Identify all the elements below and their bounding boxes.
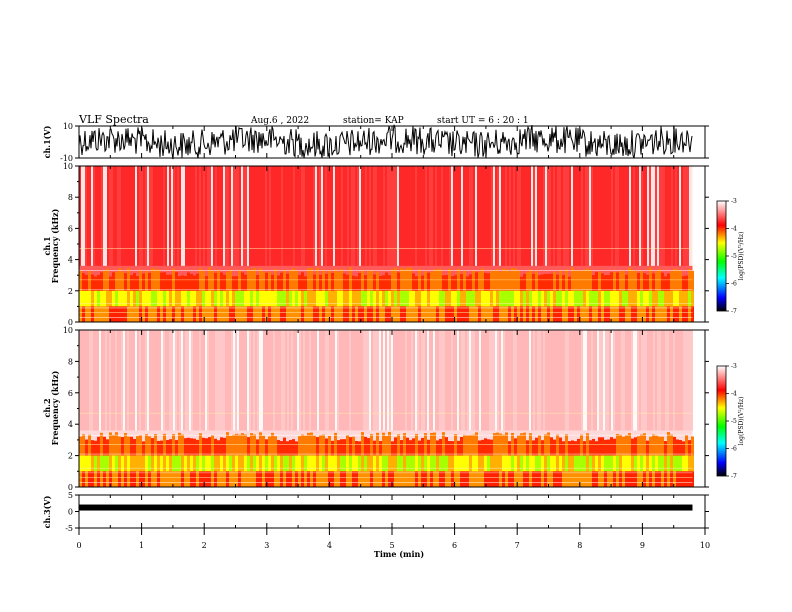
y-tick-label: 0 [68, 483, 73, 492]
colorbar-tick-label: -6 [731, 446, 737, 453]
y-tick-label: -5 [65, 524, 73, 533]
x-tick-label: 9 [640, 541, 645, 550]
ch2-colorbar: -3 -4 -5 -6 -7 log(PSD)(V²/Hz) [716, 363, 745, 480]
x-tick-label: 8 [577, 541, 582, 550]
x-tick-label: 5 [389, 541, 394, 550]
ch1-spectrogram-ylabel-channel: ch.1 [42, 236, 52, 255]
y-tick-label: 10 [63, 326, 73, 335]
ch1-colorbar: -3 -4 -5 -6 -7 log(PSD)(V²/Hz) [716, 198, 745, 315]
y-tick-label: 2 [68, 452, 73, 461]
y-tick-label: 8 [68, 193, 73, 202]
ch1-waveform-ylabel: ch.1(V) [42, 125, 52, 158]
x-tick-label: 1 [139, 541, 144, 550]
ch1-waveform-trace [78, 124, 693, 160]
colorbar-tick-label: -4 [731, 391, 737, 398]
ch2-spectrogram-ylabel-frequency: Frequency (kHz) [50, 370, 60, 445]
ch3-waveform-panel: 5 0 -5 [65, 491, 709, 533]
ch1-spectrogram-panel: 0 2 4 6 8 10 [63, 162, 709, 327]
colorbar-tick-label: -4 [731, 226, 737, 233]
date-label: Aug.6 , 2022 [250, 116, 309, 126]
colorbar-tick-label: -3 [731, 198, 737, 205]
colorbar-tick-label: -3 [731, 363, 737, 370]
colorbar-label: log(PSD)(V²/Hz) [738, 232, 745, 281]
time-axis-label: Time (min) [374, 549, 424, 559]
y-tick-label: 4 [68, 420, 73, 429]
ch3-waveform-trace [79, 504, 693, 511]
colorbar-tick-label: -7 [731, 308, 737, 315]
colorbar-scale [716, 200, 727, 312]
spectrogram-ch1 [79, 166, 694, 322]
x-tick-label: 4 [327, 541, 332, 550]
ch3-waveform-ylabel: ch.3(V) [42, 495, 52, 528]
y-tick-label: 10 [63, 122, 73, 131]
y-tick-label: 0 [68, 318, 73, 327]
colorbar-scale [716, 365, 727, 477]
y-tick-label: -10 [60, 154, 73, 163]
x-tick-label: 0 [76, 541, 81, 550]
colorbar-label: log(PSD)(V²/Hz) [738, 397, 745, 446]
x-tick-label: 7 [515, 541, 520, 550]
y-tick-label: 0 [68, 508, 73, 517]
y-tick-label: 8 [68, 357, 73, 366]
x-tick-label: 3 [264, 541, 269, 550]
y-tick-label: 4 [68, 256, 73, 265]
station-label: station= KAP [343, 116, 404, 126]
colorbar-tick-label: -5 [731, 253, 737, 260]
colorbar-tick-label: -6 [731, 281, 737, 288]
x-tick-label: 2 [202, 541, 207, 550]
x-tick-label: 6 [452, 541, 457, 550]
y-tick-label: 10 [63, 162, 73, 171]
y-tick-label: 6 [68, 224, 73, 233]
colorbar-tick-label: -5 [731, 418, 737, 425]
ch1-waveform-panel: 10 -10 [60, 122, 709, 163]
colorbar-tick-label: -7 [731, 473, 737, 480]
start-time-label: start UT = 6 : 20 : 1 [437, 116, 529, 126]
figure-title: VLF Spectra [78, 113, 149, 126]
time-axis: 0 1 2 3 4 5 6 7 8 9 10 [76, 528, 710, 550]
ch2-spectrogram-ylabel-channel: ch.2 [42, 398, 52, 417]
y-tick-label: 5 [68, 491, 73, 500]
x-tick-label: 10 [700, 541, 710, 550]
y-tick-label: 2 [68, 287, 73, 296]
spectrogram-ch2 [79, 330, 694, 487]
ch2-spectrogram-panel: 0 2 4 6 8 10 [63, 326, 709, 492]
y-tick-label: 6 [68, 389, 73, 398]
ch1-spectrogram-ylabel-frequency: Frequency (kHz) [50, 208, 60, 283]
